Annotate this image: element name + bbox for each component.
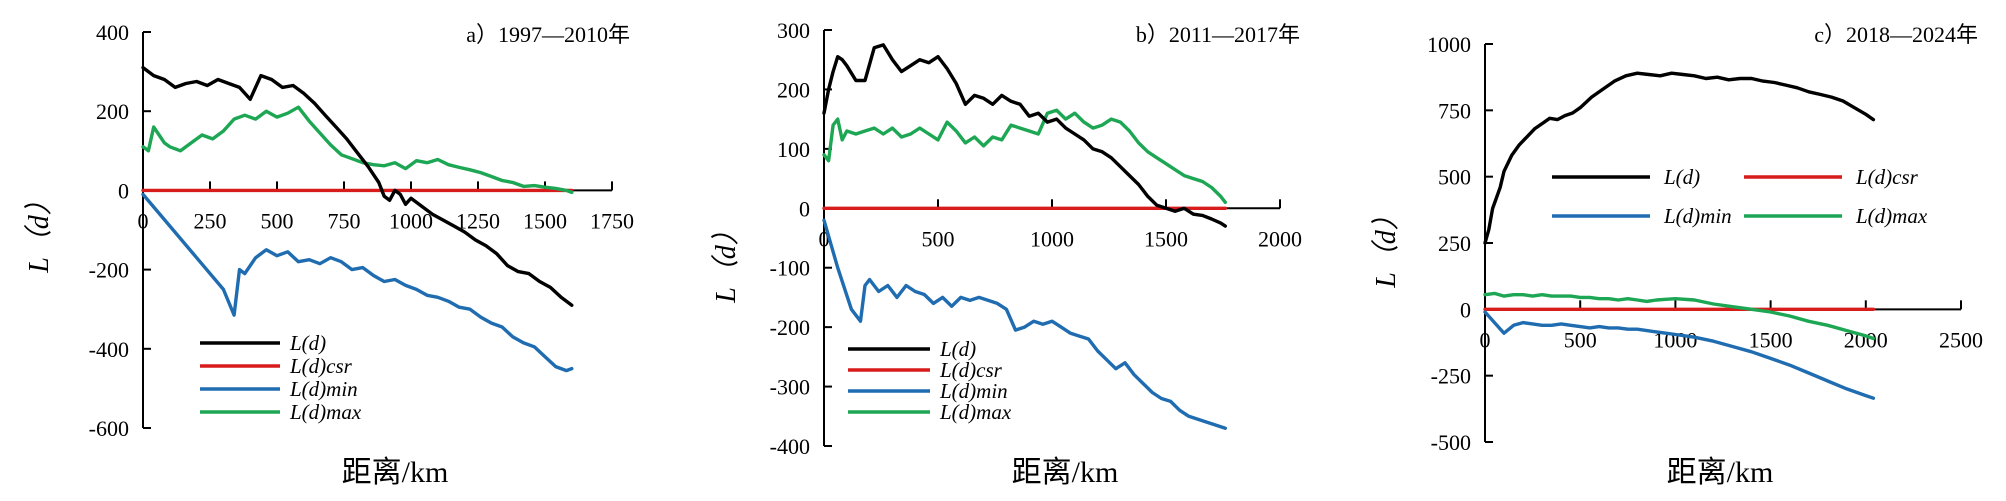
y-axis-label: L（d） bbox=[1371, 202, 1402, 289]
x-tick-label: 0 bbox=[138, 208, 149, 233]
y-tick-label: 250 bbox=[1438, 231, 1471, 256]
y-axis-label: L（d） bbox=[24, 187, 55, 274]
x-tick-label: 1750 bbox=[590, 208, 634, 233]
y-tick-label: 400 bbox=[96, 20, 129, 45]
legend-label: L(d)min bbox=[939, 379, 1008, 403]
x-tick-label: 500 bbox=[922, 226, 955, 251]
series-line-l-d bbox=[822, 43, 1228, 228]
x-tick-label: 1500 bbox=[1749, 327, 1793, 352]
panel-title: a）1997—2010年 bbox=[466, 22, 630, 47]
legend-label: L(d) bbox=[289, 331, 326, 355]
series-line-l-d bbox=[141, 65, 574, 307]
y-tick-label: -250 bbox=[1431, 364, 1471, 389]
legend-label: L(d)max bbox=[939, 400, 1012, 424]
y-tick-label: 1000 bbox=[1427, 32, 1471, 57]
x-tick-label: 1000 bbox=[1030, 226, 1074, 251]
x-tick-label: 0 bbox=[819, 226, 830, 251]
x-tick-label: 2000 bbox=[1258, 226, 1302, 251]
y-axis-label: L（d） bbox=[711, 217, 742, 304]
y-tick-label: 0 bbox=[118, 178, 129, 203]
series-line-l-d-min bbox=[1483, 310, 1876, 400]
y-tick-label: 200 bbox=[777, 77, 810, 102]
legend-label: L(d)min bbox=[1663, 204, 1732, 228]
y-tick-label: -600 bbox=[89, 416, 129, 441]
y-tick-label: -100 bbox=[770, 256, 810, 281]
panel-b: -400 -300 -200 -100 0 100 200 300 0 500 1000 1500 20… bbox=[711, 18, 1302, 489]
y-tick-label: -400 bbox=[89, 337, 129, 362]
x-tick-label: 0 bbox=[1480, 327, 1491, 352]
series-line-l-d-max bbox=[822, 108, 1228, 205]
series-line-l-d-max bbox=[1483, 291, 1876, 341]
x-axis-label: 距离/km bbox=[1667, 456, 1774, 489]
y-tick-label: 300 bbox=[777, 18, 810, 43]
legend-label: L(d)csr bbox=[289, 354, 353, 378]
x-tick-label: 1250 bbox=[456, 208, 500, 233]
panel-title: b）2011—2017年 bbox=[1136, 22, 1300, 47]
x-tick-label: 500 bbox=[1564, 327, 1597, 352]
series-line-l-d bbox=[1483, 71, 1876, 245]
x-axis-label: 距离/km bbox=[1012, 456, 1119, 489]
y-tick-label: 0 bbox=[799, 196, 810, 221]
panel-title: c）2018—2024年 bbox=[1814, 22, 1978, 47]
y-tick-label: 750 bbox=[1438, 98, 1471, 123]
x-tick-label: 750 bbox=[328, 208, 361, 233]
y-tick-label: -300 bbox=[770, 375, 810, 400]
y-tick-label: -400 bbox=[770, 434, 810, 459]
panel-a: -600 -400 -200 0 200 400 0 250 500 750 1000 1250 150… bbox=[24, 20, 634, 489]
legend-label: L(d)max bbox=[289, 400, 362, 424]
y-tick-label: 500 bbox=[1438, 165, 1471, 190]
x-tick-label: 250 bbox=[194, 208, 227, 233]
y-tick-label: -500 bbox=[1431, 430, 1471, 455]
y-tick-label: -200 bbox=[770, 315, 810, 340]
y-tick-label: 100 bbox=[777, 137, 810, 162]
legend-label: L(d)csr bbox=[939, 358, 1003, 382]
x-tick-label: 2500 bbox=[1939, 327, 1983, 352]
legend-label: L(d)min bbox=[289, 377, 358, 401]
series-line-l-d-min bbox=[822, 218, 1228, 430]
y-tick-label: 0 bbox=[1460, 297, 1471, 322]
legend-label: L(d) bbox=[1663, 165, 1700, 189]
y-tick-label: -200 bbox=[89, 258, 129, 283]
series-line-l-d-max bbox=[141, 105, 574, 195]
series-line-l-d-min bbox=[141, 192, 574, 373]
legend-label: L(d)csr bbox=[1855, 165, 1919, 189]
legend-label: L(d) bbox=[939, 337, 976, 361]
y-tick-label: 200 bbox=[96, 99, 129, 124]
x-tick-label: 1500 bbox=[1144, 226, 1188, 251]
x-axis-label: 距离/km bbox=[342, 456, 449, 489]
x-tick-label: 500 bbox=[261, 208, 294, 233]
x-tick-label: 1000 bbox=[389, 208, 433, 233]
legend-label: L(d)max bbox=[1855, 204, 1928, 228]
x-tick-label: 1500 bbox=[523, 208, 567, 233]
